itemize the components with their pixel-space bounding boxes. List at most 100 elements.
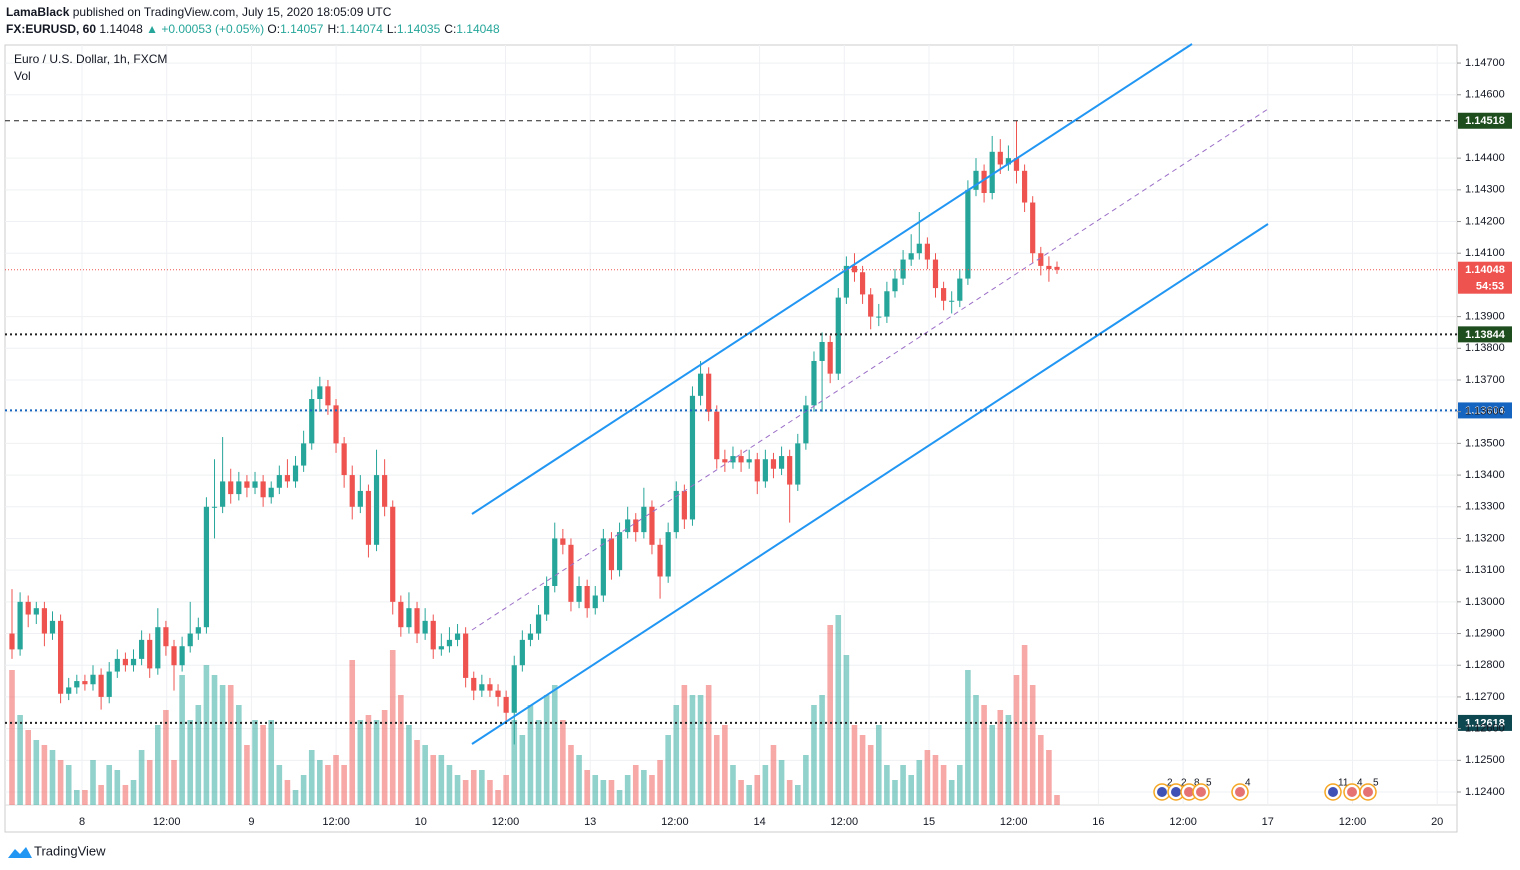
volume-bar	[325, 765, 331, 805]
candle-body	[1005, 158, 1011, 165]
candle-body	[673, 490, 679, 533]
footer-logo: TradingView	[8, 843, 106, 858]
volume-bar	[179, 675, 185, 805]
candle-body	[236, 481, 242, 495]
volume-bar	[738, 780, 744, 805]
x-tick-label: 12:00	[153, 816, 181, 828]
x-tick-label: 17	[1262, 816, 1274, 828]
change: ▲ +0.00053 (+0.05%)	[146, 22, 265, 36]
volume-bar	[527, 705, 534, 805]
y-tick-label: 1.14400	[1465, 152, 1505, 164]
countdown: 54:53	[1476, 281, 1504, 293]
volume-bar	[260, 725, 266, 805]
volume-bar	[122, 785, 129, 805]
volume-bar	[884, 765, 890, 805]
x-tick-label: 12:00	[1169, 816, 1197, 828]
candle-body	[41, 608, 48, 634]
volume-bar	[462, 780, 469, 805]
candle-body	[122, 658, 129, 666]
event-flag	[1235, 787, 1245, 797]
event-flag	[1171, 787, 1181, 797]
candle-body	[884, 291, 890, 317]
candle-body	[25, 601, 31, 615]
channel-lower	[471, 223, 1269, 745]
candle-body	[503, 696, 509, 713]
candle-body	[900, 259, 906, 279]
candle-body	[770, 459, 777, 469]
volume-bar	[236, 705, 242, 805]
candle-body	[787, 456, 793, 485]
candle-body	[309, 399, 315, 444]
volume-bar	[730, 765, 736, 805]
brand: TradingView	[34, 843, 106, 858]
volume-bar	[17, 715, 23, 805]
volume-bar	[114, 770, 121, 805]
candle-body	[868, 294, 874, 317]
volume-bar	[560, 720, 566, 805]
level-tag: 1.12618	[1458, 714, 1512, 731]
y-tick-label: 1.14100	[1465, 247, 1505, 259]
candle-body	[795, 443, 801, 485]
candle-body	[163, 627, 169, 647]
volume-bar	[171, 760, 177, 805]
volume-bar	[41, 745, 48, 805]
volume-bar	[430, 755, 437, 805]
current-price-label: 1.14048	[1465, 264, 1505, 276]
candle-body	[495, 690, 501, 697]
level-tag: 1.13844	[1458, 326, 1512, 343]
volume-label: Vol	[14, 69, 31, 83]
author: LamaBlack	[6, 5, 70, 19]
volume-bar	[649, 775, 655, 805]
volume-bar	[195, 705, 202, 805]
candle-body	[827, 341, 833, 374]
volume-bar	[333, 755, 339, 805]
volume-bar	[859, 735, 866, 805]
event-icon: 5	[1359, 778, 1379, 801]
volume-bar	[414, 740, 420, 805]
y-tick-label: 1.13900	[1465, 311, 1505, 323]
volume-bar	[657, 760, 663, 805]
candle-body	[179, 646, 185, 666]
candle-body	[560, 538, 566, 545]
level-tag-bg	[1458, 112, 1512, 129]
volume-bar	[519, 735, 526, 805]
candle-body	[649, 506, 655, 545]
candle-body	[244, 481, 250, 488]
volume-bar	[803, 755, 809, 805]
volume-bar	[317, 760, 323, 805]
y-tick-label: 1.13500	[1465, 437, 1505, 449]
volume-bar	[568, 745, 574, 805]
candle-body	[981, 170, 987, 194]
volume-bar	[965, 670, 971, 805]
publish-line: LamaBlack published on TradingView.com, …	[6, 5, 391, 19]
y-tick-label: 1.12800	[1465, 659, 1505, 671]
candle-body	[665, 532, 671, 577]
event-icon: 4	[1231, 778, 1251, 801]
candle-body	[268, 487, 274, 498]
volume-bar	[33, 740, 40, 805]
volume-bar	[57, 760, 64, 805]
volume-bar	[244, 745, 250, 805]
volume-bar	[722, 725, 728, 805]
candle-body	[1054, 266, 1060, 270]
candle-body	[535, 614, 542, 634]
candle-body	[276, 475, 282, 488]
candle-body	[600, 538, 606, 596]
volume-bar	[422, 745, 428, 805]
volume-bar	[835, 615, 842, 805]
volume-bar	[106, 765, 113, 805]
x-tick-label: 15	[923, 816, 935, 828]
y-tick-label: 1.13100	[1465, 564, 1505, 576]
ohlc-label: H:	[327, 22, 340, 36]
volume-bar	[770, 745, 777, 805]
ohlc-label: O:	[267, 22, 281, 36]
candle-body	[965, 189, 971, 279]
candle-body	[803, 405, 809, 444]
candle-body	[130, 658, 137, 666]
candle-body	[851, 265, 858, 273]
y-tick-label: 1.13300	[1465, 501, 1505, 513]
candle-body	[1038, 253, 1044, 266]
event-count: 8	[1194, 778, 1200, 789]
current-price-bg	[1458, 261, 1512, 294]
